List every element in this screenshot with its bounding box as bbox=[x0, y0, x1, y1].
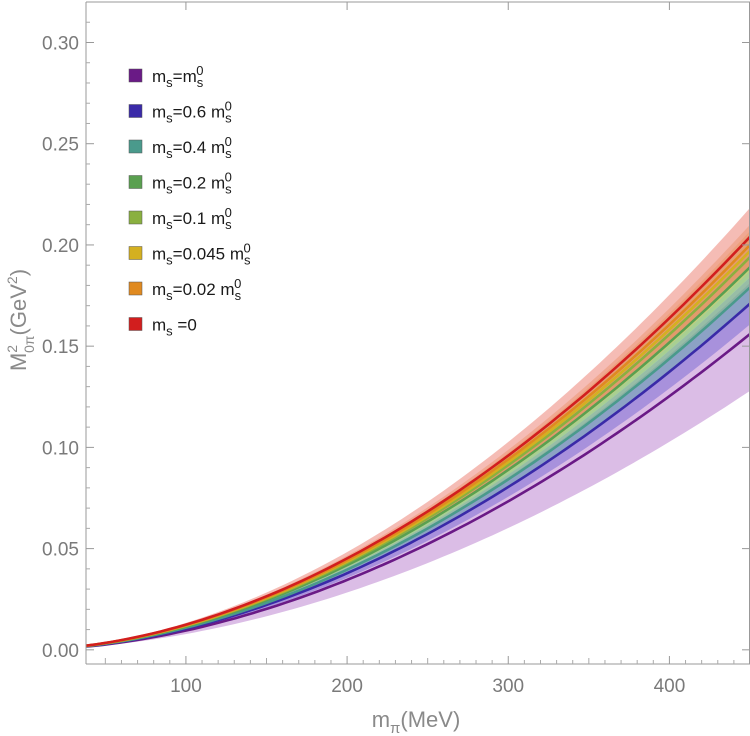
y-axis-title: M20π(GeV2) bbox=[4, 269, 37, 371]
y-axis-title-sup: 2 bbox=[4, 345, 20, 353]
uncertainty-bands bbox=[86, 207, 750, 648]
legend-swatch-7 bbox=[128, 317, 143, 331]
y-axis-title-base: M bbox=[6, 353, 31, 371]
legend-sup2: 0 bbox=[244, 241, 251, 256]
y-tick-label-2: 0.10 bbox=[42, 438, 79, 459]
y-tick-label-4: 0.20 bbox=[42, 236, 79, 257]
legend-label-1: ms=0.6 ms0 bbox=[152, 99, 232, 126]
legend-sub: s bbox=[166, 288, 173, 303]
legend-label-3: ms=0.2 ms0 bbox=[152, 170, 232, 197]
legend-sub: s bbox=[166, 111, 173, 126]
y-axis: 0.00 0.05 0.10 0.15 0.20 0.25 0.30 bbox=[42, 21, 750, 662]
legend-swatch-5 bbox=[128, 246, 143, 260]
legend-sub2: s bbox=[225, 182, 232, 197]
x-axis-title: mπ(MeV) bbox=[372, 707, 461, 736]
legend-sub: s bbox=[166, 182, 173, 197]
legend-sup2: 0 bbox=[225, 134, 232, 149]
legend-main: m bbox=[152, 280, 166, 299]
legend-main: m bbox=[152, 209, 166, 228]
legend-label-6: ms=0.02 ms0 bbox=[152, 276, 242, 303]
legend-sup2: 0 bbox=[225, 170, 232, 185]
series-line-0 bbox=[85, 332, 750, 648]
legend-sup2: 0 bbox=[225, 99, 232, 114]
y-tick-label-6: 0.30 bbox=[42, 33, 79, 54]
legend-swatch-2 bbox=[128, 139, 143, 154]
legend-sub: s bbox=[166, 324, 173, 339]
legend-label-4: ms=0.1 ms0 bbox=[152, 205, 232, 232]
legend-main: m bbox=[152, 103, 166, 122]
legend-main: m bbox=[152, 67, 166, 86]
y-tick-label-5: 0.25 bbox=[42, 135, 79, 156]
x-tick-label-2: 300 bbox=[492, 676, 524, 697]
legend-sub: s bbox=[166, 253, 173, 268]
y-tick-label-1: 0.05 bbox=[42, 540, 79, 561]
legend-main: m bbox=[152, 245, 166, 264]
legend-sub2: s bbox=[244, 253, 251, 268]
legend-mid: =0.1 m bbox=[173, 209, 225, 228]
legend-sub2: s bbox=[197, 75, 204, 90]
legend-sub2: s bbox=[235, 288, 242, 303]
legend-mid: =0.6 m bbox=[173, 103, 225, 122]
legend-sub2: s bbox=[225, 217, 232, 232]
x-axis-title-rest: (MeV) bbox=[400, 707, 460, 732]
y-tick-label-3: 0.15 bbox=[42, 337, 79, 358]
legend-label-5: ms=0.045 ms0 bbox=[152, 241, 251, 268]
legend-mid: =0.02 m bbox=[173, 280, 235, 299]
x-tick-label-1: 200 bbox=[331, 676, 363, 697]
legend-mid: =0.2 m bbox=[173, 174, 225, 193]
x-axis-title-base: m bbox=[372, 707, 390, 732]
legend-sub: s bbox=[166, 217, 173, 232]
series-line-2 bbox=[85, 286, 750, 648]
legend-label-0: ms=ms0 bbox=[152, 63, 204, 90]
legend-main: m bbox=[152, 174, 166, 193]
legend-sup2: 0 bbox=[225, 205, 232, 220]
y-tick-label-0: 0.00 bbox=[42, 641, 79, 662]
y-axis-title-rest-end: ) bbox=[6, 269, 31, 276]
legend-mid: =0.4 m bbox=[173, 138, 225, 157]
legend-sub: s bbox=[166, 75, 173, 90]
y-axis-title-rest: (GeV bbox=[6, 284, 31, 336]
legend-mid: =m bbox=[173, 67, 197, 86]
legend-label-2: ms=0.4 ms0 bbox=[152, 134, 232, 161]
legend-swatch-3 bbox=[128, 175, 143, 189]
legend-mid: =0 bbox=[173, 316, 197, 335]
legend-swatch-1 bbox=[128, 104, 143, 118]
legend-swatch-6 bbox=[128, 281, 143, 296]
y-axis-title-sub: 0π bbox=[21, 335, 37, 353]
legend-swatch-0 bbox=[128, 68, 143, 83]
legend-sub: s bbox=[166, 146, 173, 161]
legend-label-7: ms =0 bbox=[152, 316, 197, 339]
series-lines bbox=[85, 235, 750, 648]
legend-swatch-4 bbox=[128, 210, 143, 225]
legend-main: m bbox=[152, 316, 166, 335]
x-tick-label-0: 100 bbox=[170, 676, 202, 697]
legend-sup2: 0 bbox=[234, 276, 241, 291]
legend-sub2: s bbox=[225, 146, 232, 161]
x-axis: 100 200 300 400 bbox=[104, 2, 735, 697]
x-axis-title-sub: π bbox=[390, 720, 400, 736]
legend-sub2: s bbox=[225, 111, 232, 126]
series-line-7 bbox=[85, 235, 750, 647]
y-axis-title-rest-sup: 2 bbox=[4, 276, 20, 284]
band-0 bbox=[86, 277, 750, 648]
legend-mid: =0.045 m bbox=[173, 245, 244, 264]
legend-sup2: 0 bbox=[196, 63, 203, 78]
x-tick-label-3: 400 bbox=[654, 676, 686, 697]
legend-main: m bbox=[152, 138, 166, 157]
